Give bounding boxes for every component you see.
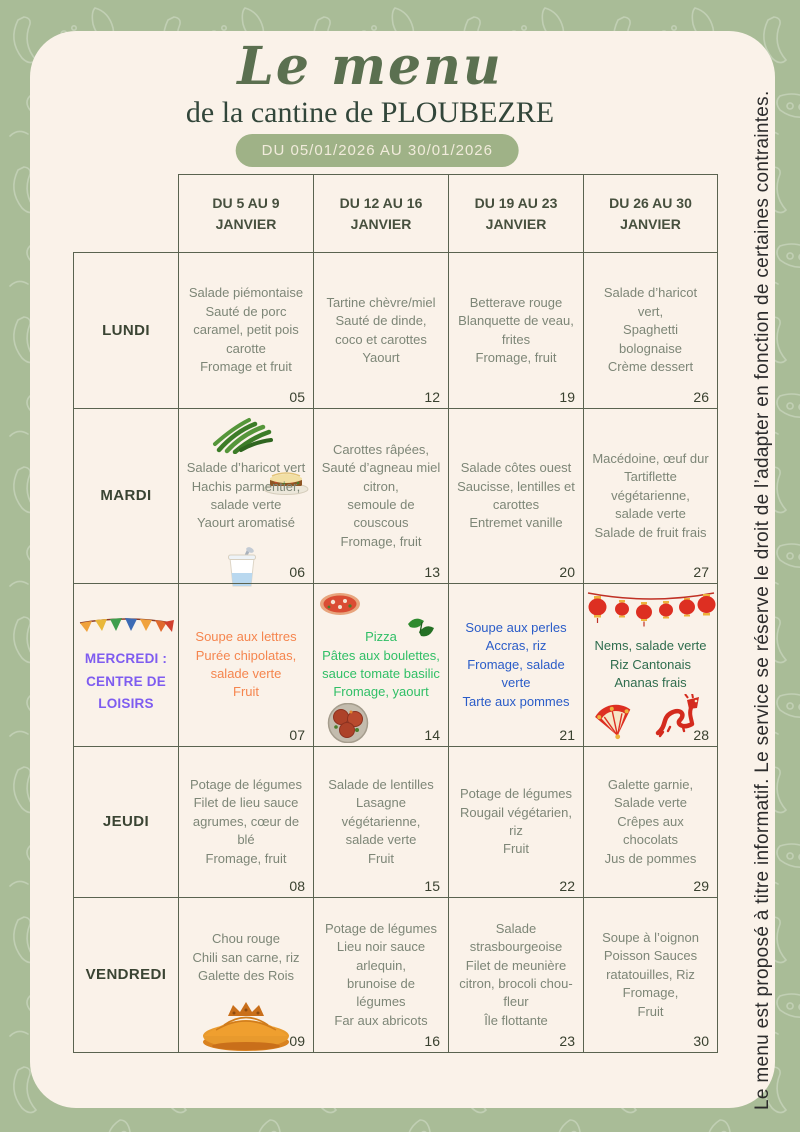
menu-items: Salade côtes ouest Saucisse, lentilles e… <box>457 460 575 531</box>
date-number: 08 <box>289 878 305 894</box>
menu-cell-mercredi-week3: Soupe aux perles Accras, riz Fromage, sa… <box>448 583 583 746</box>
date-number: 26 <box>693 389 709 405</box>
menu-items: Tartine chèvre/miel Sauté de dinde, coco… <box>326 294 436 365</box>
date-number: 12 <box>424 389 440 405</box>
date-number: 29 <box>693 878 709 894</box>
menu-items: Salade d’haricot vert, Spaghetti bologna… <box>603 285 698 375</box>
week-header-1: DU 5 AU 9 JANVIER <box>178 174 313 252</box>
date-number: 13 <box>424 564 440 580</box>
week-header-2: DU 12 AU 16 JANVIER <box>313 174 448 252</box>
date-number: 30 <box>693 1033 709 1049</box>
menu-cell-mardi-week1: Salade d’haricot vert Hachis parmentier,… <box>178 408 313 587</box>
date-range-badge: DU 05/01/2026 AU 30/01/2026 <box>235 134 519 167</box>
header-empty-cell <box>73 174 178 252</box>
menu-items: Macédoine, œuf dur Tartiflette végétarie… <box>592 450 709 540</box>
day-label-text: LUNDI <box>102 321 150 339</box>
date-number: 21 <box>559 727 575 743</box>
menu-items: Salade de lentilles Lasagne végétarienne… <box>328 776 434 866</box>
date-number: 16 <box>424 1033 440 1049</box>
disclaimer-vertical-text: Le menu est proposé à titre informatif. … <box>752 90 773 1110</box>
menu-cell-mardi-week2: Carottes râpées, Sauté d’agneau miel cit… <box>313 408 448 583</box>
menu-cell-vendredi-week2: Potage de légumes Lieu noir sauce arlequ… <box>313 897 448 1053</box>
menu-items: Betterave rouge Blanquette de veau, frit… <box>458 294 574 365</box>
menu-cell-vendredi-week4: Soupe à l’oignon Poisson Sauces ratatoui… <box>583 897 718 1053</box>
menu-cell-vendredi-week3: Salade strasbourgeoise Filet de meunière… <box>448 897 583 1053</box>
menu-cell-lundi-week3: Betterave rouge Blanquette de veau, frit… <box>448 252 583 408</box>
menu-cell-vendredi-week1: Chou rouge Chili san carne, riz Galette … <box>178 897 313 1053</box>
day-label-mercredi: MERCREDI : CENTRE DE LOISIRS <box>73 583 178 746</box>
menu-cell-mardi-week4: Macédoine, œuf dur Tartiflette végétarie… <box>583 408 718 583</box>
date-number: 20 <box>559 564 575 580</box>
menu-items: Salade d’haricot vert Hachis parmentier,… <box>186 460 306 531</box>
page-subtitle: de la cantine de PLOUBEZRE <box>185 96 555 129</box>
day-label-text: MERCREDI : CENTRE DE LOISIRS <box>84 650 168 712</box>
menu-items: Galette garnie, Salade verte Crêpes aux … <box>604 776 697 866</box>
menu-items: Potage de légumes Rougail végétarien, ri… <box>459 786 573 857</box>
menu-items: Nems, salade verte Riz Cantonais Ananas … <box>594 638 707 691</box>
menu-items: Carottes râpées, Sauté d’agneau miel cit… <box>321 441 441 549</box>
week-header-4: DU 26 AU 30 JANVIER <box>583 174 718 252</box>
menu-items: Potage de légumes Lieu noir sauce arlequ… <box>324 920 438 1028</box>
date-number: 23 <box>559 1033 575 1049</box>
day-label-text: MARDI <box>100 487 152 504</box>
menu-items: Potage de légumes Filet de lieu sauce ag… <box>189 776 303 866</box>
date-number: 07 <box>289 727 305 743</box>
menu-card-panel <box>30 31 775 1108</box>
menu-table: DU 5 AU 9 JANVIER DU 12 AU 16 JANVIER DU… <box>73 174 718 1053</box>
menu-cell-mercredi-week4: Nems, salade verte Riz Cantonais Ananas … <box>583 583 718 746</box>
date-number: 27 <box>693 564 709 580</box>
date-number: 22 <box>559 878 575 894</box>
day-label-vendredi: VENDREDI <box>73 897 178 1053</box>
bunting-icon <box>79 617 174 632</box>
menu-cell-lundi-week1: Salade piémontaise Sauté de porc caramel… <box>178 252 313 408</box>
page-title: Le menu <box>237 36 503 97</box>
menu-cell-jeudi-week4: Galette garnie, Salade verte Crêpes aux … <box>583 746 718 897</box>
day-label-lundi: LUNDI <box>73 252 178 408</box>
menu-cell-lundi-week4: Salade d’haricot vert, Spaghetti bologna… <box>583 252 718 408</box>
date-number: 14 <box>424 727 440 743</box>
week-header-3: DU 19 AU 23 JANVIER <box>448 174 583 252</box>
date-number: 19 <box>559 389 575 405</box>
menu-cell-jeudi-week1: Potage de légumes Filet de lieu sauce ag… <box>178 746 313 897</box>
menu-items: Soupe aux lettres Purée chipolatas, sala… <box>195 629 297 700</box>
menu-items: Pizza Pâtes aux boulettes, sauce tomate … <box>322 629 440 700</box>
menu-items: Soupe à l’oignon Poisson Sauces ratatoui… <box>602 929 699 1019</box>
menu-cell-mercredi-week2: Pizza Pâtes aux boulettes, sauce tomate … <box>313 583 448 746</box>
date-number: 06 <box>289 564 305 580</box>
date-number: 05 <box>289 389 305 405</box>
day-label-text: JEUDI <box>102 813 150 830</box>
menu-items: Salade piémontaise Sauté de porc caramel… <box>188 285 304 375</box>
day-label-jeudi: JEUDI <box>73 746 178 897</box>
date-number: 15 <box>424 878 440 894</box>
date-number: 09 <box>289 1033 305 1049</box>
menu-cell-mardi-week3: Salade côtes ouest Saucisse, lentilles e… <box>448 408 583 583</box>
menu-cell-mercredi-week1: Soupe aux lettres Purée chipolatas, sala… <box>178 583 313 746</box>
date-number: 28 <box>693 727 709 743</box>
day-label-mardi: MARDI <box>73 408 178 583</box>
day-label-text: VENDREDI <box>85 966 167 983</box>
menu-items: Soupe aux perles Accras, riz Fromage, sa… <box>462 619 570 709</box>
menu-cell-lundi-week2: Tartine chèvre/miel Sauté de dinde, coco… <box>313 252 448 408</box>
menu-cell-jeudi-week2: Salade de lentilles Lasagne végétarienne… <box>313 746 448 897</box>
menu-cell-jeudi-week3: Potage de légumes Rougail végétarien, ri… <box>448 746 583 897</box>
menu-items: Chou rouge Chili san carne, riz Galette … <box>192 931 300 984</box>
menu-items: Salade strasbourgeoise Filet de meunière… <box>459 920 573 1028</box>
